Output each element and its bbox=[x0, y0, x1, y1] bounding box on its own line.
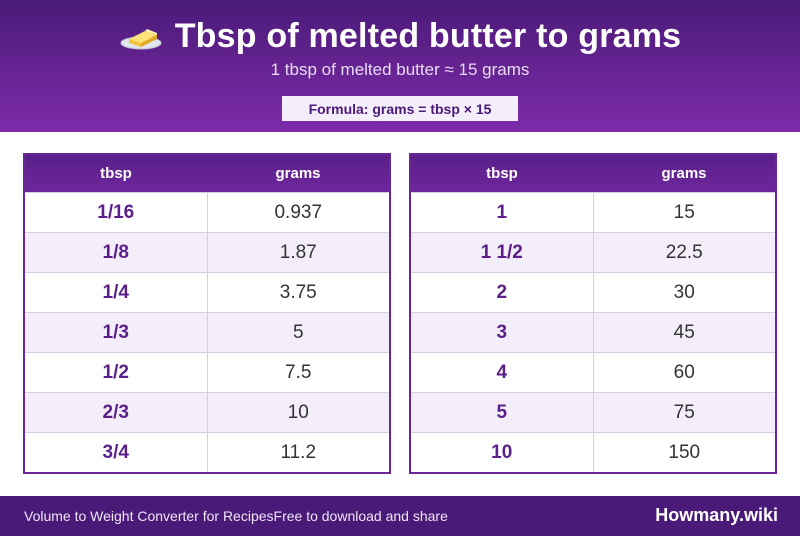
column-header-grams: grams bbox=[207, 155, 389, 193]
table-row: 1/2 7.5 bbox=[25, 352, 389, 393]
brand-logo-text[interactable]: Howmany.wiki bbox=[655, 505, 778, 525]
title-row: Tbsp of melted butter to grams bbox=[0, 14, 800, 58]
grams-cell: 5 bbox=[207, 312, 389, 353]
grams-cell: 7.5 bbox=[207, 352, 389, 393]
table-header-row: tbsp grams bbox=[411, 155, 775, 193]
tbsp-cell: 10 bbox=[411, 432, 594, 472]
tbsp-cell: 1 bbox=[411, 192, 594, 233]
table-row: 4 60 bbox=[411, 352, 775, 393]
page-subtitle: 1 tbsp of melted butter ≈ 15 grams bbox=[270, 60, 530, 79]
table-row: 1 1/2 22.5 bbox=[411, 232, 775, 273]
grams-cell: 15 bbox=[593, 192, 775, 233]
table-row: 1/16 0.937 bbox=[25, 192, 389, 233]
table-row: 1/3 5 bbox=[25, 312, 389, 353]
table-row: 1/4 3.75 bbox=[25, 272, 389, 313]
formula-badge: Formula: grams = tbsp × 15 bbox=[282, 96, 518, 121]
column-header-tbsp: tbsp bbox=[411, 155, 593, 193]
tbsp-cell: 1 1/2 bbox=[411, 232, 594, 273]
tbsp-cell: 5 bbox=[411, 392, 594, 433]
table-row: 2 30 bbox=[411, 272, 775, 313]
grams-cell: 150 bbox=[593, 432, 775, 472]
footer-share-label: Free to download and share bbox=[273, 508, 448, 524]
table-row: 3/4 11.2 bbox=[25, 432, 389, 472]
grams-cell: 45 bbox=[593, 312, 775, 353]
grams-cell: 30 bbox=[593, 272, 775, 313]
tbsp-cell: 1/3 bbox=[25, 312, 208, 353]
grams-cell: 11.2 bbox=[207, 432, 389, 472]
footer-text: Volume to Weight Converter for Recipes Fr… bbox=[24, 508, 448, 524]
table-row: 1/8 1.87 bbox=[25, 232, 389, 273]
column-header-tbsp: tbsp bbox=[25, 155, 207, 193]
footer-converter-label: Volume to Weight Converter for Recipes bbox=[24, 508, 274, 524]
column-header-grams: grams bbox=[593, 155, 775, 193]
grams-cell: 60 bbox=[593, 352, 775, 393]
grams-cell: 1.87 bbox=[207, 232, 389, 273]
tbsp-cell: 2 bbox=[411, 272, 594, 313]
tbsp-cell: 2/3 bbox=[25, 392, 208, 433]
tbsp-cell: 1/16 bbox=[25, 192, 208, 233]
table-row: 10 150 bbox=[411, 432, 775, 472]
page-title: Tbsp of melted butter to grams bbox=[174, 16, 682, 55]
footer-bar: Volume to Weight Converter for Recipes Fr… bbox=[0, 496, 800, 536]
conversion-table-right: tbsp grams 1 15 1 1/2 22.5 2 30 3 45 4 60 5 75… bbox=[409, 153, 777, 474]
tbsp-cell: 3 bbox=[411, 312, 594, 353]
conversion-table-left: tbsp grams 1/16 0.937 1/8 1.87 1/4 3.75 1/3… bbox=[23, 153, 391, 474]
table-header-row: tbsp grams bbox=[25, 155, 389, 193]
tbsp-cell: 4 bbox=[411, 352, 594, 393]
header-banner: Tbsp of melted butter to grams 1 tbsp of… bbox=[0, 0, 800, 132]
table-row: 2/3 10 bbox=[25, 392, 389, 433]
tbsp-cell: 1/4 bbox=[25, 272, 208, 313]
table-row: 3 45 bbox=[411, 312, 775, 353]
grams-cell: 3.75 bbox=[207, 272, 389, 313]
table-row: 5 75 bbox=[411, 392, 775, 433]
grams-cell: 0.937 bbox=[207, 192, 389, 233]
grams-cell: 10 bbox=[207, 392, 389, 433]
table-row: 1 15 bbox=[411, 192, 775, 233]
tbsp-cell: 3/4 bbox=[25, 432, 208, 472]
butter-icon bbox=[120, 29, 162, 50]
grams-cell: 75 bbox=[593, 392, 775, 433]
tbsp-cell: 1/2 bbox=[25, 352, 208, 393]
tbsp-cell: 1/8 bbox=[25, 232, 208, 273]
grams-cell: 22.5 bbox=[593, 232, 775, 273]
